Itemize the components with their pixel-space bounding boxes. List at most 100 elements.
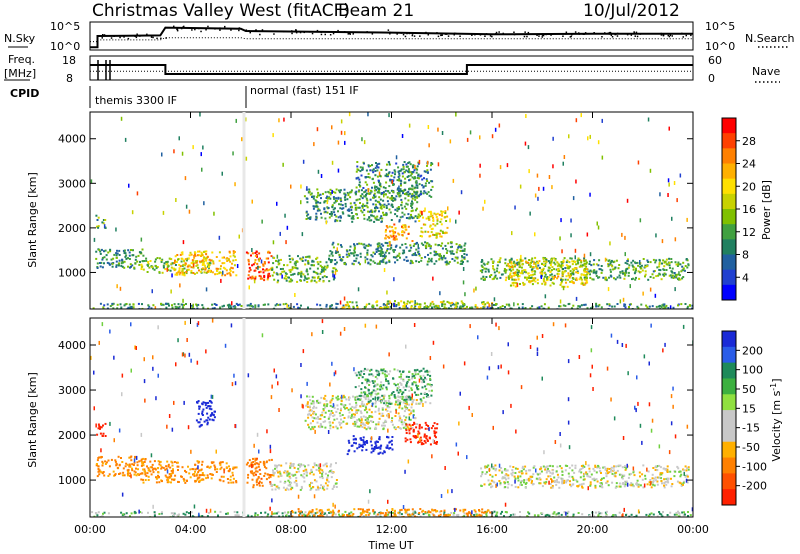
heatmap-cell: [373, 210, 376, 213]
heatmap-cell: [583, 264, 586, 267]
heatmap-cell: [580, 471, 583, 474]
heatmap-noise: [182, 298, 184, 303]
heatmap-cell: [663, 306, 666, 309]
heatmap-cell: [331, 397, 334, 400]
heatmap-cell: [412, 398, 415, 401]
heatmap-cell: [374, 185, 377, 188]
heatmap-cell: [347, 214, 350, 217]
heatmap-cell: [374, 442, 377, 445]
heatmap-cell: [258, 274, 261, 277]
heatmap-cell: [425, 437, 428, 440]
heatmap-cell: [101, 256, 104, 259]
heatmap-cell: [266, 269, 269, 272]
heatmap-cell: [354, 413, 356, 416]
heatmap-cell: [115, 462, 118, 465]
heatmap-cell: [206, 412, 209, 415]
heatmap-cell: [411, 373, 414, 375]
heatmap-cell: [378, 436, 381, 439]
heatmap-cell: [570, 281, 573, 283]
heatmap-cell: [175, 307, 178, 309]
heatmap-cell: [101, 258, 104, 261]
heatmap-cell: [402, 426, 405, 429]
heatmap-cell: [140, 268, 143, 270]
heatmap-cell: [272, 474, 275, 477]
heatmap-cell: [343, 306, 346, 309]
heatmap-cell: [431, 185, 434, 188]
heatmap-noise: [276, 254, 279, 259]
heatmap-cell: [338, 256, 341, 259]
heatmap-cell: [538, 482, 541, 485]
heatmap-cell: [313, 464, 316, 467]
heatmap-cell: [360, 209, 363, 212]
heatmap-cell: [434, 307, 437, 309]
heatmap-cell: [258, 482, 260, 485]
heatmap-cell: [198, 469, 201, 472]
heatmap-cell: [681, 265, 684, 268]
heatmap-noise: [279, 231, 281, 236]
heatmap-cell: [249, 302, 252, 305]
heatmap-noise: [317, 169, 320, 174]
heatmap-cell: [615, 482, 618, 485]
heatmap-cell: [524, 257, 527, 260]
heatmap-cell: [220, 461, 223, 464]
heatmap-cell: [391, 423, 394, 426]
heatmap-cell: [491, 260, 494, 263]
heatmap-cell: [668, 264, 671, 267]
heatmap-cell: [409, 396, 412, 399]
heatmap-cell: [663, 274, 666, 277]
heatmap-cell: [277, 259, 280, 262]
heatmap-cell: [335, 306, 338, 309]
heatmap-cell: [380, 260, 383, 263]
heatmap-cell: [359, 255, 362, 258]
heatmap-cell: [177, 258, 179, 261]
heatmap-cell: [505, 269, 508, 272]
heatmap-noise: [398, 185, 400, 190]
heatmap-cell: [292, 305, 295, 308]
heatmap-noise: [389, 242, 391, 247]
heatmap-cell: [196, 304, 199, 307]
heatmap-cell: [248, 270, 251, 273]
heatmap-cell: [337, 210, 339, 213]
heatmap-cell: [390, 189, 393, 192]
heatmap-cell: [181, 267, 184, 270]
heatmap-cell: [379, 185, 382, 188]
heatmap-cell: [438, 307, 441, 309]
heatmap-cell: [367, 164, 370, 167]
heatmap-cell: [191, 304, 193, 307]
heatmap-cell: [152, 467, 155, 470]
heatmap-cell: [405, 193, 408, 196]
heatmap-cell: [396, 215, 399, 218]
heatmap-cell: [160, 261, 163, 263]
heatmap-cell: [583, 278, 586, 281]
heatmap-cell: [370, 214, 373, 217]
heatmap-cell: [102, 219, 105, 221]
heatmap-cell: [573, 261, 576, 263]
heatmap-cell: [401, 225, 403, 228]
heatmap-cell: [446, 215, 449, 218]
heatmap-cell: [167, 264, 170, 267]
heatmap-cell: [211, 303, 214, 306]
heatmap-cell: [423, 170, 426, 173]
heatmap-cell: [333, 484, 336, 487]
heatmap-cell: [312, 473, 315, 476]
heatmap-noise: [173, 149, 175, 154]
heatmap-cell: [296, 303, 299, 306]
heatmap-cell: [143, 461, 146, 463]
heatmap-cell: [210, 401, 213, 404]
heatmap-cell: [353, 247, 356, 250]
heatmap-cell: [550, 277, 553, 280]
heatmap-noise: [192, 145, 194, 150]
heatmap-noise: [458, 210, 460, 215]
heatmap-cell: [277, 471, 279, 474]
heatmap-noise: [281, 274, 283, 279]
nsky-noise-dot: [662, 34, 665, 37]
heatmap-cell: [655, 259, 658, 262]
heatmap-cell: [396, 403, 399, 406]
heatmap-cell: [570, 257, 573, 260]
heatmap-cell: [319, 468, 322, 471]
heatmap-cell: [170, 262, 173, 265]
heatmap-cell: [307, 464, 310, 467]
heatmap-cell: [306, 471, 309, 474]
heatmap-cell: [178, 267, 181, 270]
nsky-noise-dot: [352, 33, 354, 35]
